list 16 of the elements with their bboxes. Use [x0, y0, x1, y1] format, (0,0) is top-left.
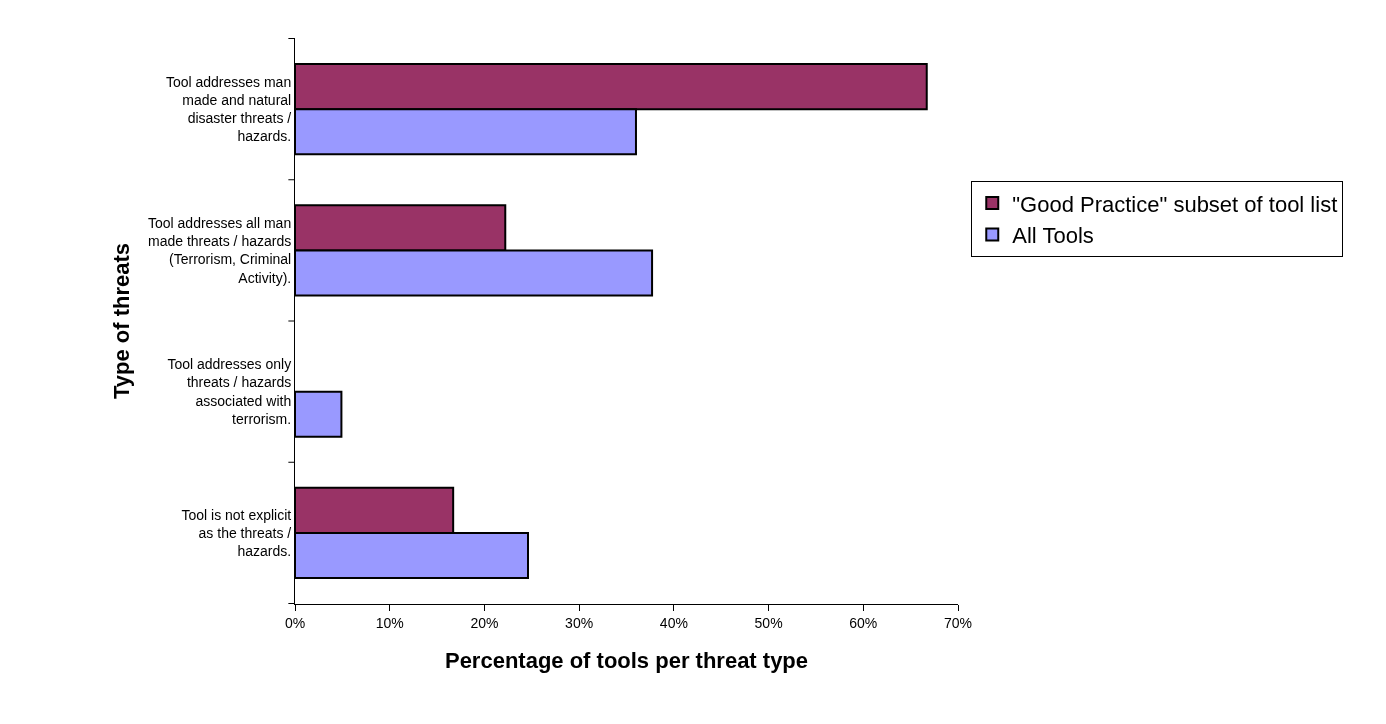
x-tick-label: 70%	[943, 614, 973, 631]
x-tick-label: 0%	[284, 614, 306, 631]
x-axis-title: Percentage of tools per threat type	[444, 647, 809, 673]
x-tick-label: 60%	[849, 614, 878, 631]
x-tick-label: 30%	[565, 614, 594, 631]
y-tick-label: Tool addresses man made and natural disaster threats / hazards.	[165, 73, 292, 145]
legend-label: "Good Practice" subset of tool list	[1012, 191, 1338, 217]
x-tick-label: 20%	[470, 614, 499, 631]
y-axis-title: Type of threats	[108, 242, 134, 400]
x-tick-label: 10%	[375, 614, 404, 631]
x-tick-label: 50%	[754, 614, 783, 631]
y-tick-label: Tool addresses only threats / hazards associated with terrorism.	[167, 356, 292, 427]
legend-label: All Tools	[1012, 223, 1094, 249]
y-tick-label: Tool addresses all man made threats / hazards (Terrorism, Criminal Activity).	[148, 214, 292, 286]
y-tick-label: Tool is not explicit as the threats / hazards.	[181, 506, 292, 559]
x-tick-label: 40%	[659, 614, 688, 631]
